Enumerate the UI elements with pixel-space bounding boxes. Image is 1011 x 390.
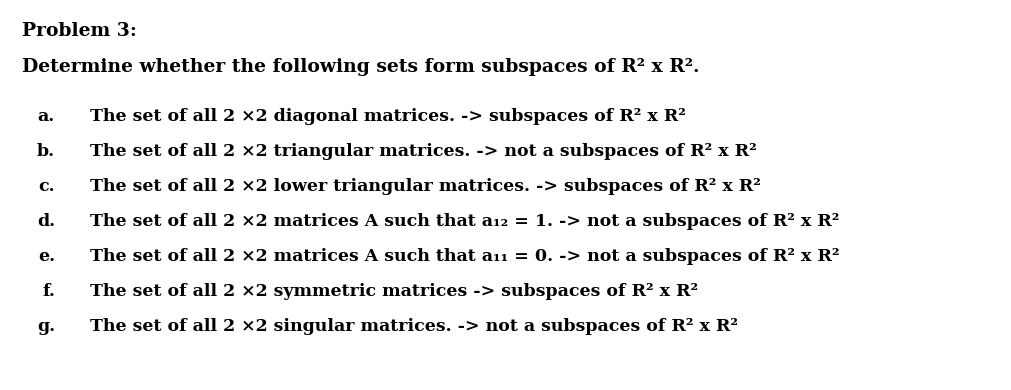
Text: The set of all 2 ×2 matrices A such that a₁₁ = 0. -> not a subspaces of R² x R²: The set of all 2 ×2 matrices A such that… bbox=[90, 248, 839, 265]
Text: c.: c. bbox=[38, 178, 55, 195]
Text: The set of all 2 ×2 symmetric matrices -> subspaces of R² x R²: The set of all 2 ×2 symmetric matrices -… bbox=[90, 283, 699, 300]
Text: b.: b. bbox=[36, 143, 55, 160]
Text: Problem 3:: Problem 3: bbox=[22, 22, 136, 40]
Text: g.: g. bbox=[36, 318, 55, 335]
Text: d.: d. bbox=[36, 213, 55, 230]
Text: e.: e. bbox=[37, 248, 55, 265]
Text: The set of all 2 ×2 lower triangular matrices. -> subspaces of R² x R²: The set of all 2 ×2 lower triangular mat… bbox=[90, 178, 761, 195]
Text: f.: f. bbox=[42, 283, 55, 300]
Text: The set of all 2 ×2 singular matrices. -> not a subspaces of R² x R²: The set of all 2 ×2 singular matrices. -… bbox=[90, 318, 738, 335]
Text: a.: a. bbox=[37, 108, 55, 125]
Text: The set of all 2 ×2 diagonal matrices. -> subspaces of R² x R²: The set of all 2 ×2 diagonal matrices. -… bbox=[90, 108, 685, 125]
Text: Determine whether the following sets form subspaces of R² x R².: Determine whether the following sets for… bbox=[22, 58, 700, 76]
Text: The set of all 2 ×2 triangular matrices. -> not a subspaces of R² x R²: The set of all 2 ×2 triangular matrices.… bbox=[90, 143, 757, 160]
Text: The set of all 2 ×2 matrices A such that a₁₂ = 1. -> not a subspaces of R² x R²: The set of all 2 ×2 matrices A such that… bbox=[90, 213, 839, 230]
